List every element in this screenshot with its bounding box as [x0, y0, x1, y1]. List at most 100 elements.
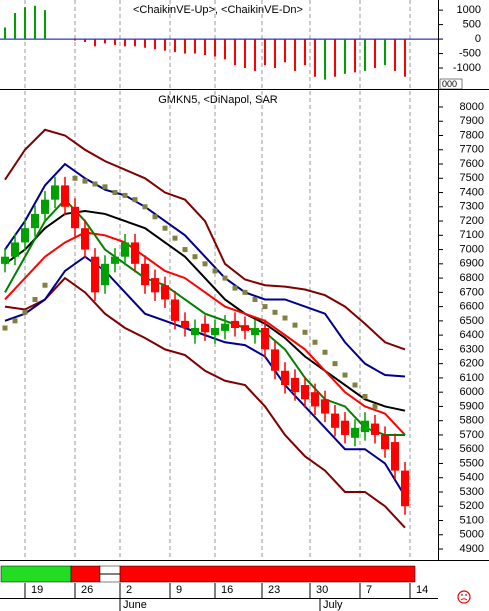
y-tick-label: 5800 [460, 415, 484, 427]
candle-body [1, 256, 9, 264]
overlay-line [4, 276, 406, 529]
sar-dot [92, 181, 98, 187]
bar [214, 39, 216, 57]
state-down [70, 565, 101, 583]
bar [174, 39, 176, 53]
bar [394, 39, 396, 71]
icon-mouth [460, 598, 468, 601]
y-tick-label: 1000 [457, 4, 481, 16]
bar [204, 39, 206, 55]
month-label: July [323, 599, 343, 611]
date-label: 26 [81, 584, 93, 596]
bar [294, 39, 296, 71]
sar-dot [2, 325, 8, 331]
y-tick-label: 5000 [460, 529, 484, 541]
y-tick-label: 6900 [460, 258, 484, 270]
icon-face [457, 590, 471, 604]
candle-body [371, 423, 379, 435]
bar [134, 39, 136, 47]
y-tick-label: 6400 [460, 329, 484, 341]
y-tick-label: 7500 [460, 172, 484, 184]
axis-box-label: 000 [442, 79, 457, 89]
candle-body [321, 399, 329, 414]
candle-body [131, 242, 139, 264]
bar [384, 39, 386, 66]
y-tick-label: 500 [463, 19, 481, 31]
y-tick-label: 6600 [460, 301, 484, 313]
y-tick-label: 6700 [460, 286, 484, 298]
sar-dot [22, 309, 28, 315]
sar-dot [232, 285, 238, 291]
candle-body [71, 206, 79, 229]
bar [364, 39, 366, 71]
sar-dot [162, 225, 168, 231]
state-up [0, 565, 72, 583]
bar [404, 39, 406, 77]
sar-dot [72, 175, 78, 181]
bar [284, 39, 286, 63]
sar-dot [172, 235, 178, 241]
y-tick-label: -1000 [453, 62, 481, 74]
candle-body [221, 323, 229, 331]
bar [184, 39, 186, 54]
sar-dot [112, 190, 118, 196]
date-label: 30 [316, 584, 328, 596]
date-label: 19 [31, 584, 43, 596]
sar-dot [202, 261, 208, 267]
sar-dot [272, 309, 278, 315]
state-strip [0, 565, 416, 583]
candle-body [111, 256, 119, 264]
candle-body [51, 185, 59, 200]
bar [304, 39, 306, 66]
bar [14, 13, 16, 40]
overlay-line [4, 128, 406, 351]
y-tick-label: 6300 [460, 343, 484, 355]
bar [244, 39, 246, 69]
date-label: 7 [366, 584, 372, 596]
candle-body [351, 427, 359, 438]
y-tick-label: 5600 [460, 443, 484, 455]
overlay-line [4, 231, 406, 436]
sar-dot [352, 382, 358, 388]
sar-dot [102, 184, 108, 190]
bar [114, 39, 116, 45]
sar-dot [132, 197, 138, 203]
candle-body [211, 327, 219, 336]
bar [374, 39, 376, 69]
sar-dot [312, 339, 318, 345]
sad-face-icon [457, 590, 471, 604]
candle-body [331, 413, 339, 428]
y-tick-label: 5200 [460, 500, 484, 512]
sar-dot [242, 289, 248, 295]
y-tick-label: 7100 [460, 229, 484, 241]
icon-eye [465, 594, 467, 596]
candle-body [391, 442, 399, 471]
y-tick-label: 6000 [460, 386, 484, 398]
candle-body [291, 377, 299, 393]
overlay-line [4, 198, 405, 436]
y-tick-label: 6200 [460, 358, 484, 370]
candle-body [301, 385, 309, 400]
candle-body [271, 349, 279, 371]
bar [74, 39, 76, 41]
candle-body [31, 213, 39, 229]
overlay-line [4, 162, 406, 378]
candle-body [231, 320, 239, 328]
bar [104, 39, 106, 44]
bar [234, 39, 236, 66]
date-label: 14 [416, 584, 428, 596]
bar [354, 39, 356, 73]
candle-body [241, 325, 249, 331]
bar [194, 39, 196, 54]
candle-body [161, 285, 169, 300]
sar-dot [262, 304, 268, 310]
candle-body [191, 327, 199, 336]
bar [144, 39, 146, 48]
bar [44, 10, 46, 40]
candle-body [11, 242, 19, 257]
bar [254, 39, 256, 71]
y-tick-label: 7600 [460, 158, 484, 170]
candle-body [341, 420, 349, 435]
